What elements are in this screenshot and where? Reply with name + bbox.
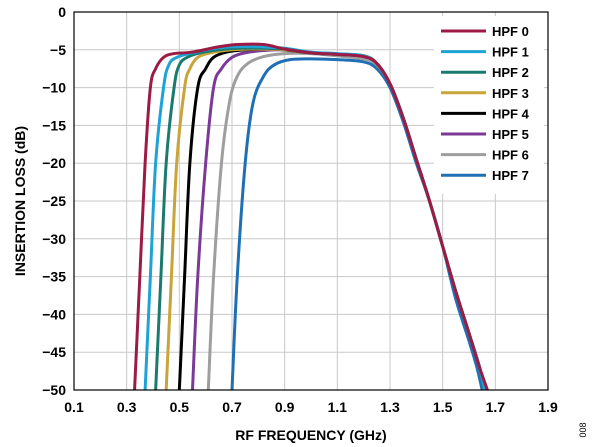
y-tick-label: −50 xyxy=(42,382,66,398)
x-tick-label: 1.3 xyxy=(380,399,400,415)
y-tick-label: −45 xyxy=(42,344,66,360)
x-tick-label: 0.1 xyxy=(64,399,84,415)
legend-label: HPF 2 xyxy=(492,65,529,80)
y-tick-label: −15 xyxy=(42,117,66,133)
plot-frame xyxy=(73,11,549,391)
legend: HPF 0 HPF 1 HPF 2 HPF 3 HPF 4 HPF 5 HPF 6 HPF 7 xyxy=(434,16,544,194)
legend-label: HPF 5 xyxy=(492,127,529,142)
x-axis-title: RF FREQUENCY (GHz) xyxy=(235,427,386,443)
legend-label: HPF 6 xyxy=(492,148,529,163)
x-tick-label: 0.3 xyxy=(117,399,137,415)
figure-id: 008 xyxy=(578,422,588,437)
legend-label: HPF 4 xyxy=(492,106,530,121)
x-tick-label: 1.5 xyxy=(433,399,453,415)
legend-label: HPF 1 xyxy=(492,45,529,60)
legend-label: HPF 7 xyxy=(492,168,529,183)
legend-label: HPF 3 xyxy=(492,86,529,101)
x-axis-ticks: 0.1 0.3 0.5 0.7 0.9 1.1 1.3 1.5 1.7 1.9 xyxy=(64,399,558,415)
y-tick-label: −5 xyxy=(50,42,66,58)
x-tick-label: 0.7 xyxy=(222,399,242,415)
x-tick-label: 1.7 xyxy=(486,399,506,415)
y-tick-label: −40 xyxy=(42,306,66,322)
y-axis-title: INSERTION LOSS (dB) xyxy=(12,126,28,276)
series-line-hpf-0 xyxy=(133,42,489,390)
legend-label: HPF 0 xyxy=(492,24,529,39)
y-tick-label: −25 xyxy=(42,193,66,209)
x-tick-label: 0.9 xyxy=(275,399,295,415)
y-tick-label: −30 xyxy=(42,231,66,247)
y-axis-ticks: 0 −5 −10 −15 −20 −25 −30 −35 −40 −45 −50 xyxy=(42,4,66,398)
series-lines xyxy=(133,42,489,390)
series-line-hpf-7 xyxy=(230,57,484,390)
legend-box xyxy=(434,16,544,194)
x-tick-label: 1.1 xyxy=(328,399,348,415)
y-tick-label: −20 xyxy=(42,155,66,171)
y-tick-label: −10 xyxy=(42,80,66,96)
y-tick-label: −35 xyxy=(42,269,66,285)
grid xyxy=(74,12,548,390)
x-tick-label: 0.5 xyxy=(170,399,190,415)
y-tick-label: 0 xyxy=(58,4,66,20)
x-tick-label: 1.9 xyxy=(538,399,558,415)
